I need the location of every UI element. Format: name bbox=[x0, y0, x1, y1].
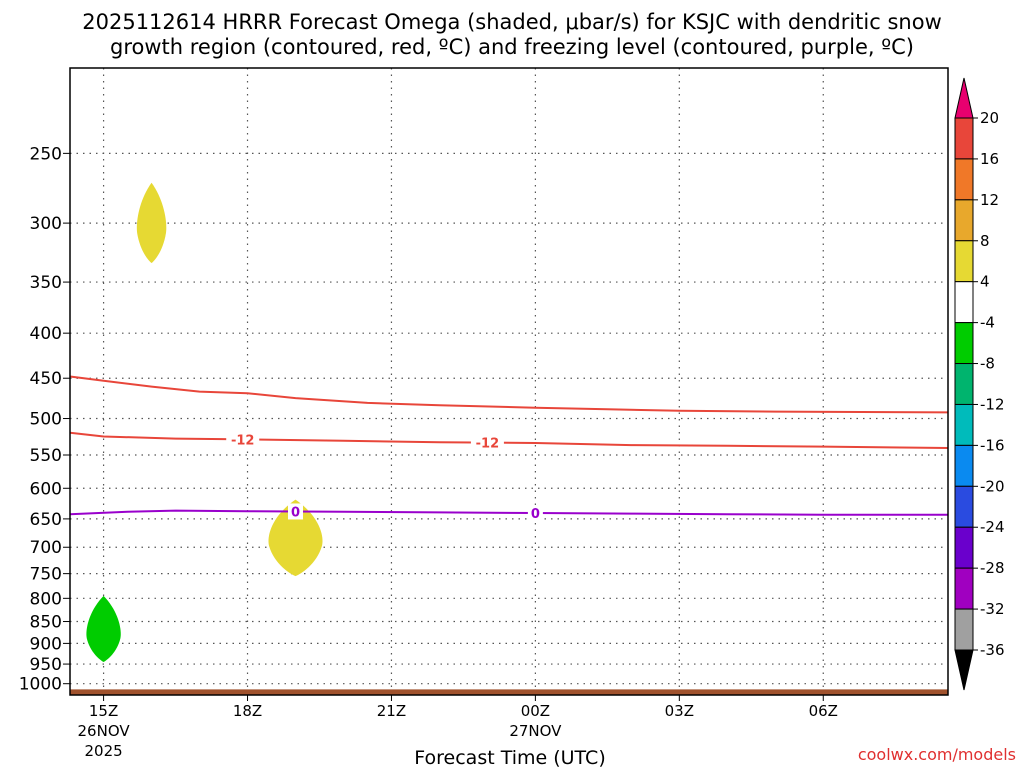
plot-area bbox=[70, 68, 948, 695]
dgz-upper-contour bbox=[69, 375, 949, 414]
freezing-level-contour-label-bg bbox=[527, 504, 543, 521]
x-tick-label: 03Z bbox=[665, 702, 694, 720]
y-tick-label: 800 bbox=[30, 589, 62, 609]
omega-negative-870 bbox=[86, 595, 121, 663]
x-tick-date: 27NOV bbox=[509, 722, 562, 740]
colorbar-label: -32 bbox=[980, 600, 1005, 618]
colorbar-segment bbox=[954, 567, 974, 610]
x-tick-label: 21Z bbox=[377, 702, 406, 720]
colorbar-label: -20 bbox=[980, 477, 1005, 495]
colorbar-label: 16 bbox=[980, 150, 999, 168]
freezing-level-contour-label-bg bbox=[287, 503, 303, 520]
x-axis-label: Forecast Time (UTC) bbox=[414, 747, 605, 768]
x-tick-date: 26NOV bbox=[78, 722, 131, 740]
chart-title-line2: growth region (contoured, red, ºC) and f… bbox=[110, 35, 914, 59]
omega-positive-680 bbox=[268, 499, 323, 577]
omega-positive-300 bbox=[136, 182, 167, 264]
colorbar-segment bbox=[954, 485, 974, 528]
y-tick-label: 600 bbox=[30, 479, 62, 499]
y-tick-label: 950 bbox=[30, 655, 62, 675]
y-tick-label: 900 bbox=[30, 634, 62, 654]
dgz-lower-contour-label-bg bbox=[226, 431, 260, 448]
y-tick-label: 400 bbox=[30, 324, 62, 344]
colorbar-segment bbox=[954, 608, 974, 651]
colorbar-label: 4 bbox=[980, 273, 990, 291]
colorbar-label: -8 bbox=[980, 355, 995, 373]
x-tick-label: 15Z bbox=[89, 702, 118, 720]
colorbar-label: 8 bbox=[980, 232, 990, 250]
plot-frame bbox=[69, 67, 949, 696]
colorbar-segment bbox=[954, 526, 974, 569]
freezing-level-contour-label: 0 bbox=[531, 507, 540, 522]
colorbar-segment bbox=[954, 403, 974, 446]
y-tick-label: 700 bbox=[30, 538, 62, 558]
colorbar-segment bbox=[954, 117, 974, 160]
colorbar-segment bbox=[954, 281, 974, 324]
colorbar-segment bbox=[954, 199, 974, 242]
y-tick-label: 500 bbox=[30, 410, 62, 430]
colorbar-label: -28 bbox=[980, 559, 1005, 577]
x-tick-label: 06Z bbox=[809, 702, 838, 720]
y-tick-label: 300 bbox=[30, 214, 62, 234]
dgz-lower-contour bbox=[69, 431, 949, 449]
freezing-level-contour-label: 0 bbox=[291, 505, 300, 520]
y-tick-label: 250 bbox=[30, 144, 62, 164]
colorbar-segment bbox=[954, 158, 974, 201]
dgz-lower-contour-label: -12 bbox=[476, 437, 500, 452]
colorbar-segment bbox=[954, 363, 974, 405]
colorbar-segment bbox=[954, 444, 974, 487]
y-tick-label: 750 bbox=[30, 565, 62, 585]
colorbar-label: 20 bbox=[980, 109, 999, 127]
colorbar-label: -4 bbox=[980, 314, 995, 332]
colorbar-top-arrow bbox=[954, 77, 974, 119]
ground-strip bbox=[70, 689, 948, 695]
dgz-lower-contour-label-bg bbox=[470, 434, 504, 451]
y-tick-label: 550 bbox=[30, 446, 62, 466]
y-tick-label: 450 bbox=[30, 369, 62, 389]
y-tick-label: 350 bbox=[30, 273, 62, 293]
colorbar-label: -36 bbox=[980, 641, 1005, 659]
colorbar-label: -16 bbox=[980, 436, 1005, 454]
colorbar-bottom-arrow bbox=[954, 649, 974, 691]
colorbar-segment bbox=[954, 322, 974, 365]
freezing-level-contour bbox=[69, 509, 948, 516]
colorbar-segment bbox=[954, 240, 974, 283]
chart-title-line1: 2025112614 HRRR Forecast Omega (shaded, … bbox=[82, 10, 942, 34]
x-tick-label: 00Z bbox=[521, 702, 550, 720]
y-tick-label: 1000 bbox=[19, 675, 62, 695]
x-tick-year: 2025 bbox=[84, 742, 122, 760]
colorbar-label: -12 bbox=[980, 395, 1005, 413]
y-tick-label: 650 bbox=[30, 510, 62, 530]
colorbar-label: -24 bbox=[980, 518, 1005, 536]
y-tick-label: 850 bbox=[30, 613, 62, 633]
x-tick-label: 18Z bbox=[233, 702, 262, 720]
colorbar-label: 12 bbox=[980, 191, 999, 209]
credit-text[interactable]: coolwx.com/models bbox=[858, 745, 1016, 764]
dgz-lower-contour-label: -12 bbox=[231, 433, 255, 448]
